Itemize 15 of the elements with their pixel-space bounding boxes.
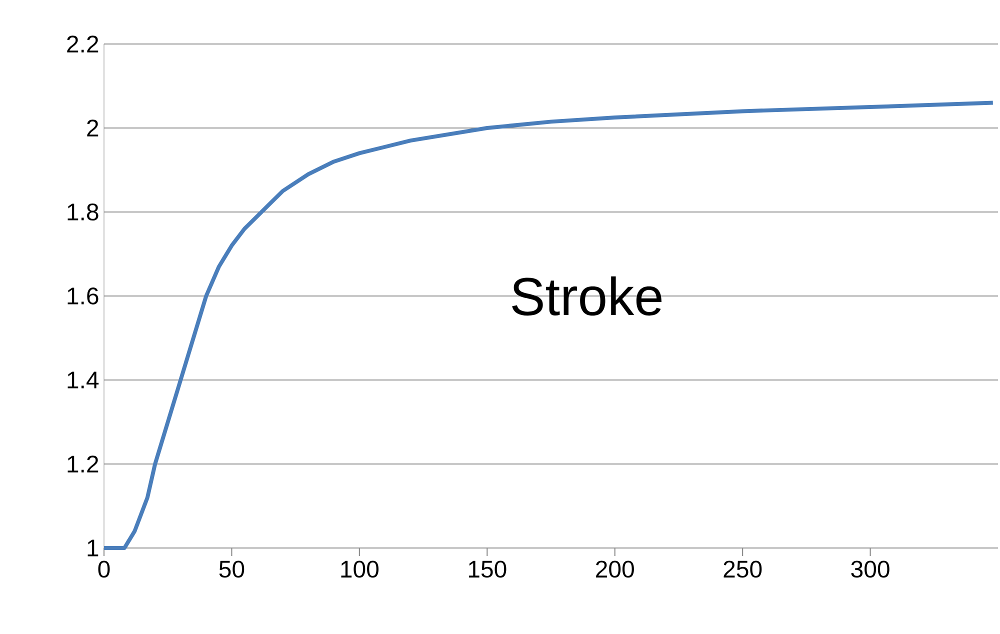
y-tick-label: 1 — [88, 540, 98, 556]
annotation: Stroke — [512, 276, 662, 316]
x-tick-label: 50 — [219, 560, 244, 578]
y-tick-label: 2.2 — [67, 36, 98, 52]
x-tick-label: 200 — [596, 560, 634, 578]
y-tick-label: 1.8 — [68, 204, 98, 220]
x-tick-label: 0 — [98, 560, 110, 578]
x-tick-label: 150 — [468, 560, 506, 578]
y-tick-label: 1.2 — [68, 456, 98, 472]
x-tick-label: 250 — [724, 560, 762, 578]
x-tick-label: 100 — [341, 560, 379, 578]
y-tick-label: 1.4 — [68, 372, 99, 388]
y-tick-label: 2 — [87, 120, 98, 136]
y-tick-label: 1.6 — [68, 288, 98, 304]
x-tick-label: 300 — [851, 560, 890, 578]
